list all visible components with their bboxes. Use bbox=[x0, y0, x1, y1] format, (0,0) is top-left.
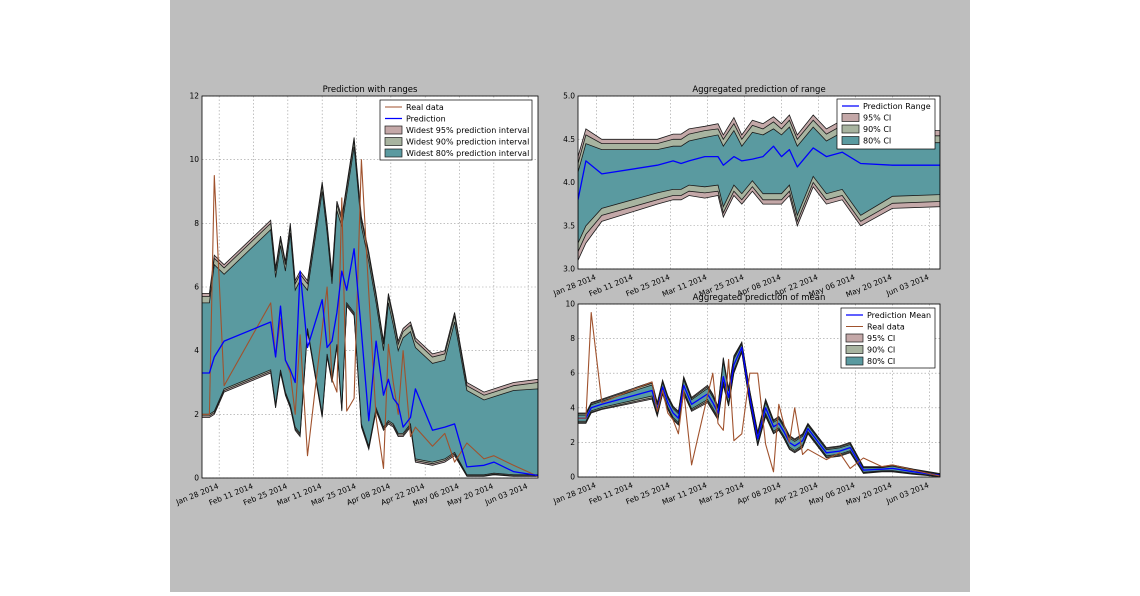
legend-label: Widest 80% prediction interval bbox=[406, 149, 529, 158]
legend-patch-swatch bbox=[384, 125, 403, 135]
axes-frame bbox=[577, 95, 941, 270]
y-tick-label: 5.0 bbox=[563, 92, 575, 101]
y-tick-label: 4 bbox=[194, 346, 199, 355]
chart-title: Aggregated prediction of range bbox=[692, 85, 825, 95]
data-layer bbox=[202, 137, 538, 477]
y-tick-label: 0 bbox=[570, 473, 575, 482]
legend-patch-swatch bbox=[384, 148, 403, 158]
chart-title: Aggregated prediction of mean bbox=[693, 293, 826, 303]
page-background-left bbox=[0, 0, 170, 592]
y-tick-label: 10 bbox=[189, 155, 199, 164]
y-tick-label: 10 bbox=[565, 300, 575, 309]
legend-patch-swatch bbox=[384, 137, 403, 146]
legend-patch-swatch bbox=[841, 124, 860, 134]
legend-label: Widest 95% prediction interval bbox=[406, 126, 529, 135]
y-tick-label: 6 bbox=[570, 369, 575, 378]
legend-label: 80% CI bbox=[863, 137, 891, 146]
legend: Prediction Mean Real data 95% CI 90% CI 80% … bbox=[840, 307, 936, 369]
legend-label: 90% CI bbox=[863, 125, 891, 134]
legend-patch-swatch bbox=[845, 333, 864, 343]
y-tick-label: 2 bbox=[194, 410, 199, 419]
prediction-line bbox=[578, 145, 940, 200]
legend-label: 90% CI bbox=[867, 346, 895, 355]
y-tick-label: 6 bbox=[194, 283, 199, 292]
legend-label: Real data bbox=[406, 103, 444, 112]
prediction-line bbox=[202, 248, 538, 477]
y-tick-label: 4.5 bbox=[563, 135, 575, 144]
y-tick-label: 8 bbox=[570, 334, 575, 343]
chart-title: Prediction with ranges bbox=[323, 85, 418, 95]
axes-frame bbox=[577, 303, 941, 478]
legend-box bbox=[379, 99, 533, 161]
legend-label: Widest 90% prediction interval bbox=[406, 138, 529, 147]
figure-panel: 0 2 4 6 8 10 12 Jan 28 2014 Feb 11 2014 Feb 25 20… bbox=[170, 0, 970, 592]
data-layer bbox=[578, 312, 940, 477]
legend: Real data Prediction Widest 95% prediction… bbox=[379, 99, 533, 161]
data-layer bbox=[578, 114, 940, 261]
real-data-line bbox=[202, 159, 538, 477]
legend: Prediction Range 95% CI 90% CI 80% CI bbox=[836, 98, 936, 150]
legend-label: 95% CI bbox=[867, 334, 895, 343]
legend-label: 80% CI bbox=[867, 357, 895, 366]
y-tick-label: 2 bbox=[570, 438, 575, 447]
legend-patch-swatch bbox=[841, 136, 860, 145]
prediction-line bbox=[578, 346, 940, 476]
y-tick-label: 4 bbox=[570, 403, 575, 412]
y-tick-label: 4.0 bbox=[563, 178, 575, 187]
legend-patch-swatch bbox=[845, 345, 864, 354]
legend-label: Prediction Range bbox=[863, 102, 931, 111]
legend-label: Prediction bbox=[406, 115, 446, 124]
y-tick-label: 8 bbox=[194, 219, 199, 228]
y-tick-label: 3.5 bbox=[563, 221, 575, 230]
ci-band-3 bbox=[578, 342, 940, 477]
axes-frame bbox=[201, 95, 539, 479]
legend-label: 95% CI bbox=[863, 114, 891, 123]
y-tick-label: 12 bbox=[189, 92, 199, 101]
legend-label: Prediction Mean bbox=[867, 311, 931, 320]
y-tick-label: 3.0 bbox=[563, 265, 575, 274]
legend-label: Real data bbox=[867, 323, 905, 332]
legend-patch-swatch bbox=[845, 356, 864, 366]
legend-patch-swatch bbox=[841, 113, 860, 122]
page-background-right bbox=[970, 0, 1140, 592]
y-tick-label: 0 bbox=[194, 474, 199, 483]
real-data-line bbox=[578, 312, 940, 477]
